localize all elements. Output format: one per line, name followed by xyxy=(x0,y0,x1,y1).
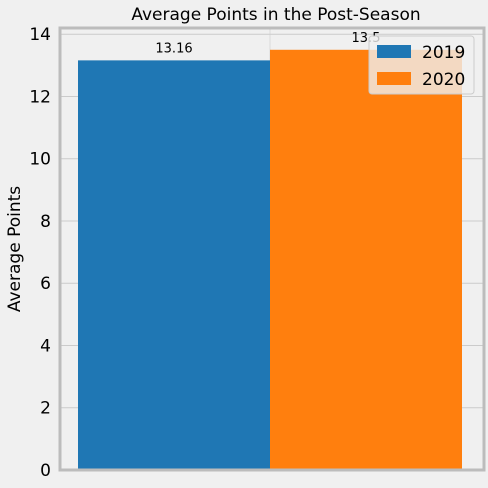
y-tick-label: 6 xyxy=(40,274,51,294)
y-axis-title: Average Points xyxy=(5,186,25,312)
plot-frame xyxy=(58,26,486,472)
legend-label-2019: 2019 xyxy=(422,43,465,63)
y-tick-label: 8 xyxy=(40,212,51,232)
y-tick-label: 14 xyxy=(29,25,51,45)
legend: 2019 2020 xyxy=(368,35,475,95)
y-tick-label: 2 xyxy=(40,399,51,419)
chart-title: Average Points in the Post-Season xyxy=(131,5,420,25)
y-tick-label: 10 xyxy=(29,150,51,170)
legend-swatch-2019 xyxy=(377,45,411,58)
y-tick-label: 4 xyxy=(40,336,51,356)
legend-swatch-2020 xyxy=(377,72,411,85)
bar-2020 xyxy=(270,49,462,471)
data-label-2019: 13.16 xyxy=(155,41,192,56)
y-tick-label: 12 xyxy=(29,87,51,107)
bar-2019 xyxy=(78,60,270,471)
y-axis-ticks: 0 2 4 6 8 10 12 14 xyxy=(29,25,51,481)
bars xyxy=(78,49,462,471)
legend-label-2020: 2020 xyxy=(422,70,465,90)
y-tick-label: 0 xyxy=(40,461,51,481)
